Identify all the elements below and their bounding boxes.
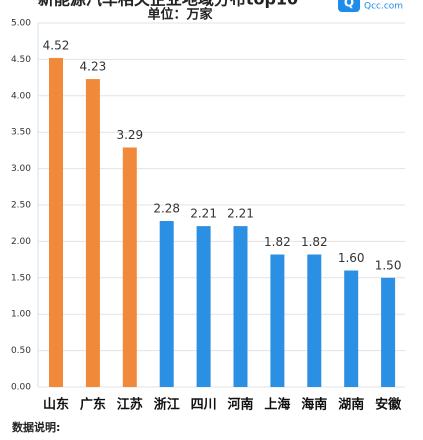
logo: Q Qcc.com — [338, 0, 403, 12]
x-tick-label: 湖南 — [338, 397, 364, 413]
x-tick-label: 河南 — [227, 397, 253, 413]
note-title: 数据说明: — [12, 420, 60, 434]
y-tick-label: 3.50 — [11, 128, 31, 138]
value-label: 4.23 — [80, 60, 107, 74]
value-label: 1.82 — [301, 235, 328, 249]
value-label: 2.28 — [153, 202, 180, 216]
bar — [233, 226, 248, 387]
x-tick-label: 广东 — [80, 397, 106, 413]
y-tick-label: 4.50 — [11, 55, 31, 65]
bar — [196, 226, 211, 387]
x-tick-label: 山东 — [43, 397, 69, 413]
x-tick-label: 江苏 — [117, 397, 143, 413]
value-label: 4.52 — [43, 38, 70, 52]
x-tick-label: 海南 — [301, 397, 327, 413]
y-tick-label: 1.00 — [11, 310, 31, 320]
bar — [307, 254, 322, 387]
logo-icon — [338, 0, 360, 12]
bar — [344, 270, 359, 387]
bar — [49, 57, 63, 387]
y-tick-label: 5.00 — [11, 19, 31, 29]
value-label: 1.82 — [264, 235, 291, 249]
x-tick-label: 安徽 — [375, 397, 402, 413]
bar — [381, 277, 396, 387]
y-tick-label: 0.00 — [11, 383, 31, 393]
value-label: 1.60 — [338, 251, 365, 265]
logo-glyph: Q — [344, 0, 354, 10]
y-tick-label: 1.50 — [11, 273, 31, 283]
y-tick-label: 2.50 — [11, 201, 31, 211]
x-tick-label: 四川 — [191, 398, 217, 413]
y-tick-label: 4.00 — [11, 91, 31, 101]
value-label: 2.21 — [190, 207, 217, 221]
bar — [85, 79, 100, 387]
chart-subtitle: 单位：万家 — [147, 7, 213, 23]
value-label: 1.50 — [375, 258, 402, 272]
x-tick-label: 上海 — [264, 397, 290, 413]
y-tick-label: 2.00 — [11, 237, 31, 247]
value-label: 3.29 — [116, 128, 143, 142]
logo-text: Qcc.com — [364, 2, 403, 12]
value-label: 2.21 — [227, 207, 254, 221]
chart-title: 新能源汽车相关企业地域分布top10 — [38, 0, 298, 9]
bar — [122, 147, 137, 387]
bar — [159, 221, 174, 387]
y-tick-label: 0.50 — [11, 346, 31, 356]
bar — [270, 254, 285, 387]
y-tick-label: 3.00 — [11, 164, 31, 174]
x-tick-label: 浙江 — [154, 397, 180, 413]
